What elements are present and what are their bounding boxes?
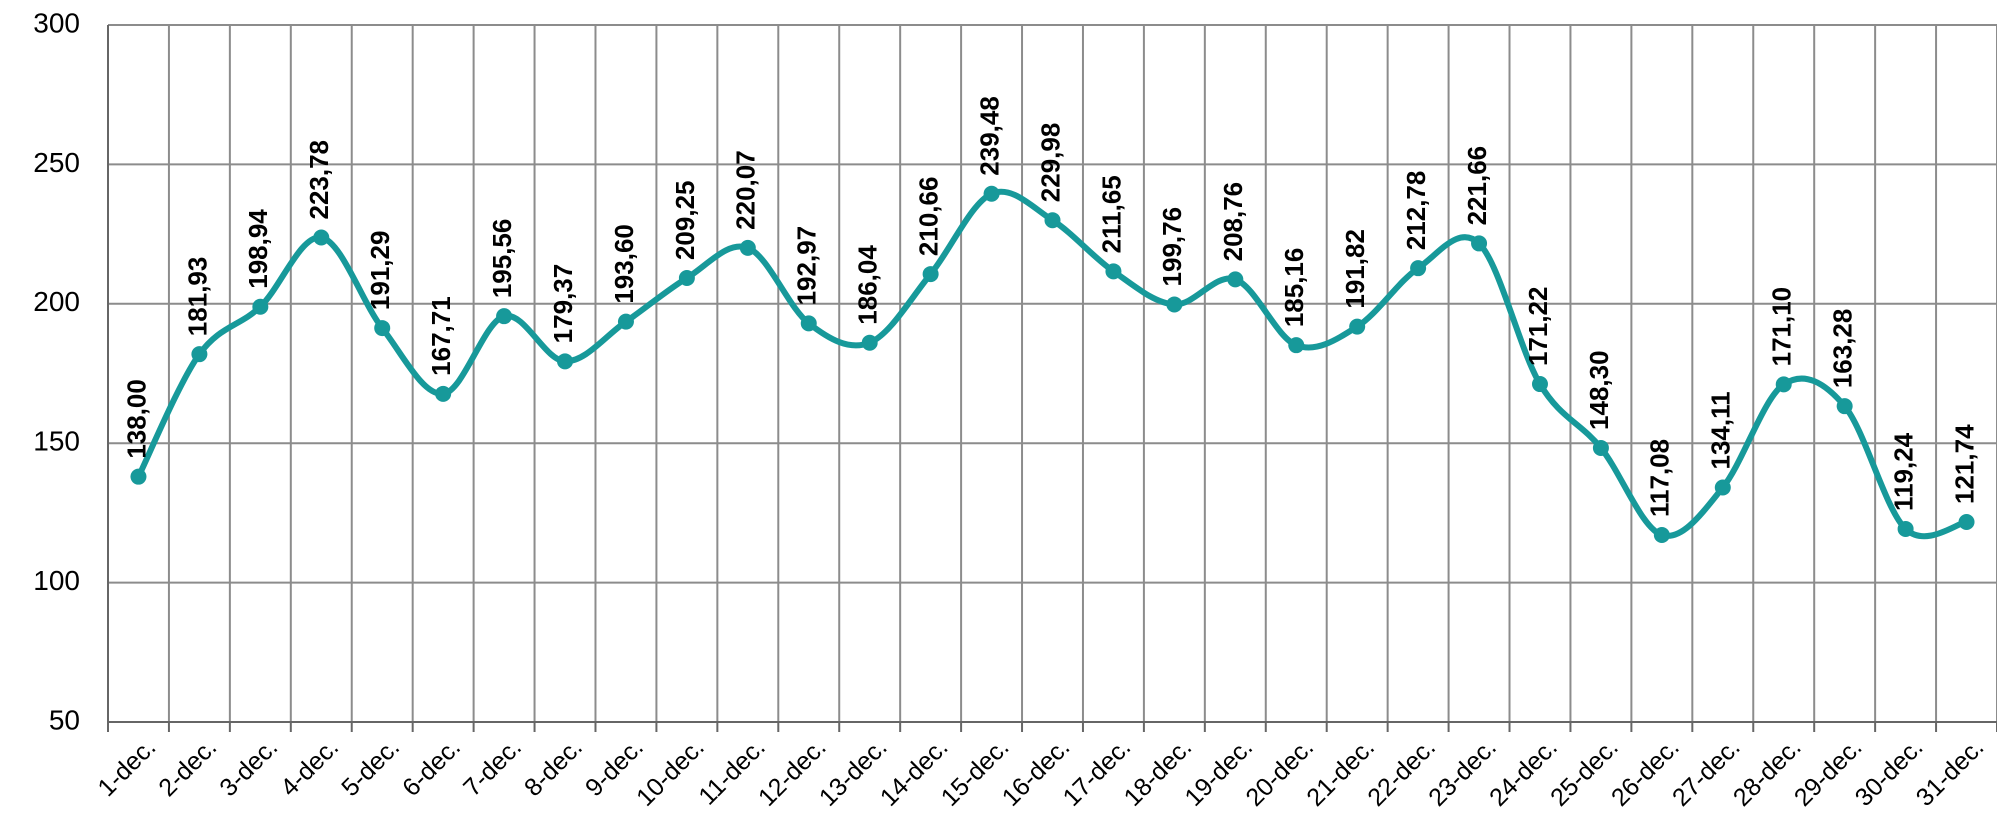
data-label: 220,07 xyxy=(731,150,761,230)
x-tick-label: 8-dec. xyxy=(519,733,588,802)
x-tick-label: 1-dec. xyxy=(92,733,161,802)
data-point xyxy=(1714,479,1731,496)
x-tick-label: 10-dec. xyxy=(631,733,710,812)
data-point xyxy=(739,239,756,256)
data-label: 121,74 xyxy=(1949,424,1979,504)
x-tick-label: 2-dec. xyxy=(153,733,222,802)
y-tick-label: 300 xyxy=(33,7,80,38)
data-point xyxy=(313,229,330,246)
data-label: 208,76 xyxy=(1218,182,1248,262)
x-tick-label: 24-dec. xyxy=(1484,733,1563,812)
data-label: 134,11 xyxy=(1706,391,1736,469)
data-label: 212,78 xyxy=(1401,171,1431,251)
data-label: 186,04 xyxy=(853,245,883,325)
data-point xyxy=(374,320,391,337)
x-tick-label: 18-dec. xyxy=(1119,733,1198,812)
data-point xyxy=(1166,296,1183,313)
data-point xyxy=(983,185,1000,202)
data-label: 193,60 xyxy=(609,224,639,304)
data-point xyxy=(861,334,878,351)
data-label: 185,16 xyxy=(1279,248,1309,328)
x-tick-label: 3-dec. xyxy=(214,733,283,802)
x-tick-label: 22-dec. xyxy=(1362,733,1441,812)
data-point xyxy=(800,315,817,332)
x-tick-label: 15-dec. xyxy=(936,733,1015,812)
data-label: 179,37 xyxy=(548,264,578,344)
x-tick-label: 19-dec. xyxy=(1179,733,1258,812)
data-point xyxy=(922,266,939,283)
x-tick-label: 14-dec. xyxy=(875,733,954,812)
y-tick-label: 150 xyxy=(33,426,80,457)
data-label: 211,65 xyxy=(1096,175,1126,253)
data-label: 199,76 xyxy=(1157,207,1187,287)
data-point xyxy=(1105,263,1122,280)
data-point xyxy=(1288,337,1305,354)
y-tick-label: 250 xyxy=(33,147,80,178)
data-label: 209,25 xyxy=(670,180,700,260)
x-tick-label: 26-dec. xyxy=(1606,733,1685,812)
x-tick-label: 27-dec. xyxy=(1667,733,1746,812)
x-tick-label: 4-dec. xyxy=(275,733,344,802)
data-label: 117,08 xyxy=(1645,439,1675,517)
data-point xyxy=(1958,513,1975,530)
data-label: 181,93 xyxy=(182,257,212,337)
data-point xyxy=(435,385,452,402)
x-tick-label: 7-dec. xyxy=(458,733,527,802)
data-point xyxy=(617,313,634,330)
data-point xyxy=(678,270,695,287)
data-point xyxy=(496,308,513,325)
data-label: 229,98 xyxy=(1035,123,1065,203)
data-label: 195,56 xyxy=(487,219,517,299)
x-tick-label: 25-dec. xyxy=(1545,733,1624,812)
data-label: 192,97 xyxy=(792,226,822,306)
data-label: 191,82 xyxy=(1340,229,1370,309)
x-tick-label: 17-dec. xyxy=(1058,733,1137,812)
data-point xyxy=(1775,376,1792,393)
x-tick-label: 21-dec. xyxy=(1301,733,1380,812)
data-label: 223,78 xyxy=(304,140,334,220)
data-label: 119,24 xyxy=(1888,432,1918,511)
data-label: 163,28 xyxy=(1828,309,1858,389)
y-tick-label: 200 xyxy=(33,286,80,317)
x-tick-label: 31-dec. xyxy=(1911,733,1990,812)
data-point xyxy=(557,353,574,370)
x-tick-label: 20-dec. xyxy=(1240,733,1319,812)
data-point xyxy=(1836,398,1853,415)
x-tick-label: 6-dec. xyxy=(397,733,466,802)
data-point xyxy=(1592,439,1609,456)
x-tick-label: 12-dec. xyxy=(753,733,832,812)
data-point xyxy=(1897,520,1914,537)
data-label: 171,10 xyxy=(1767,287,1797,367)
data-point xyxy=(252,298,269,315)
data-label: 167,71 xyxy=(426,296,456,376)
data-label: 239,48 xyxy=(974,96,1004,176)
x-tick-label: 30-dec. xyxy=(1850,733,1929,812)
data-point xyxy=(1227,271,1244,288)
data-label: 138,00 xyxy=(121,379,151,459)
data-point xyxy=(1410,260,1427,277)
data-point xyxy=(1349,318,1366,335)
x-tick-label: 28-dec. xyxy=(1728,733,1807,812)
x-tick-label: 29-dec. xyxy=(1789,733,1868,812)
x-tick-label: 13-dec. xyxy=(814,733,893,812)
data-point xyxy=(1471,235,1488,252)
data-point xyxy=(1044,212,1061,229)
y-tick-label: 100 xyxy=(33,565,80,596)
data-label: 171,22 xyxy=(1523,287,1553,367)
data-point xyxy=(191,346,208,363)
data-label: 198,94 xyxy=(243,209,273,289)
data-point xyxy=(1653,526,1670,543)
data-label: 221,66 xyxy=(1462,146,1492,226)
data-point xyxy=(130,468,147,485)
y-tick-label: 50 xyxy=(49,704,80,735)
x-tick-label: 5-dec. xyxy=(336,733,405,802)
x-tick-label: 23-dec. xyxy=(1423,733,1502,812)
data-point xyxy=(1531,376,1548,393)
data-label: 191,29 xyxy=(365,231,395,311)
data-label: 210,66 xyxy=(914,177,944,257)
x-tick-label: 16-dec. xyxy=(997,733,1076,812)
data-label: 148,30 xyxy=(1584,350,1614,430)
